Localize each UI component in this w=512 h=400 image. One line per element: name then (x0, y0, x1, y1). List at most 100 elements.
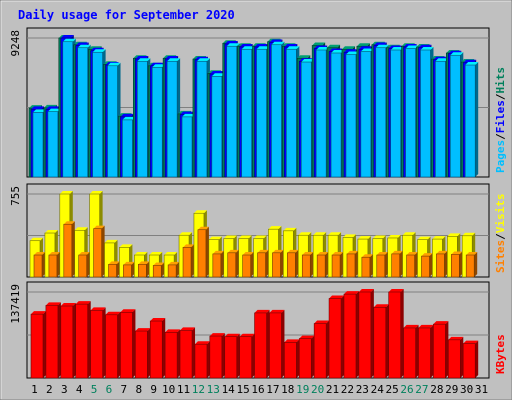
bar-kbytes-day-6-side (117, 311, 121, 378)
bar-pages-day-14-top (226, 43, 240, 47)
bar-sites-day-26-top (406, 252, 418, 256)
bar-kbytes-day-12-top (194, 341, 210, 345)
x-tick-label-day-8: 8 (135, 383, 142, 396)
bar-sites-day-8-side (146, 261, 150, 277)
bar-kbytes-day-3-top (60, 303, 76, 307)
bar-sites-day-9 (152, 265, 162, 278)
bar-visits-day-15-top (238, 235, 252, 239)
bar-pages-day-10 (166, 60, 178, 178)
bar-pages-day-22 (345, 54, 357, 178)
bar-kbytes-day-20-side (326, 320, 330, 378)
bar-kbytes-day-27-side (430, 324, 434, 378)
x-tick-label-day-16: 16 (251, 383, 264, 396)
bar-visits-day-6-top (104, 239, 118, 243)
bar-sites-day-10 (167, 264, 177, 278)
bar-kbytes-day-4-side (87, 301, 91, 378)
bar-visits-day-26-top (402, 232, 416, 236)
bar-sites-day-7-side (131, 261, 135, 277)
bar-files-day-14-top (224, 40, 238, 44)
x-tick-label-day-1: 1 (31, 383, 38, 396)
bar-kbytes-day-21-side (341, 295, 345, 378)
bar-kbytes-day-18-side (296, 339, 300, 378)
bar-visits-day-25-top (387, 234, 401, 238)
bar-pages-day-10-top (167, 58, 181, 62)
bar-sites-day-16-top (257, 249, 269, 253)
bar-files-day-3-top (60, 35, 74, 38)
bar-sites-day-29 (450, 254, 460, 278)
x-tick-label-day-24: 24 (371, 383, 385, 396)
bar-sites-day-4-top (78, 252, 90, 256)
bar-kbytes-day-27 (418, 327, 431, 379)
x-tick-label-day-4: 4 (76, 383, 83, 396)
bar-sites-day-30-top (466, 252, 478, 256)
bar-sites-day-24-top (376, 252, 388, 256)
bar-kbytes-day-12 (194, 343, 208, 379)
x-tick-label-day-10: 10 (162, 383, 175, 396)
bar-kbytes-day-10-top (165, 329, 181, 333)
bar-sites-day-2-top (48, 252, 60, 256)
bar-pages-day-20-top (316, 46, 330, 50)
bar-kbytes-day-22 (343, 293, 357, 379)
bar-sites-day-3-top (63, 221, 75, 225)
bar-pages-day-29 (449, 54, 461, 178)
bar-kbytes-day-23 (358, 291, 372, 379)
bar-kbytes-day-5-side (102, 307, 106, 378)
panel-2-ymax-label: 755 (9, 186, 22, 206)
bar-sites-day-7-top (123, 261, 135, 265)
bar-sites-day-23 (361, 256, 371, 278)
bar-kbytes-day-20 (313, 323, 327, 379)
bar-kbytes-day-11 (179, 330, 193, 379)
x-tick-label-day-5: 5 (91, 383, 98, 396)
bar-sites-day-16 (257, 252, 266, 278)
bar-sites-day-13 (212, 253, 222, 278)
bar-kbytes-day-2-side (57, 302, 61, 378)
bar-pages-day-21 (330, 52, 342, 178)
bar-visits-day-18-top (283, 227, 297, 231)
bar-kbytes-day-17-side (281, 309, 285, 378)
bar-pages-day-9-top (152, 64, 166, 68)
x-tick-label-day-27: 27 (415, 383, 428, 396)
bar-kbytes-day-8 (135, 330, 148, 379)
bar-pages-day-24 (375, 47, 387, 178)
bar-pages-day-7 (122, 119, 133, 178)
bar-pages-day-23 (360, 51, 372, 178)
bar-kbytes-day-15-top (239, 333, 255, 337)
bar-pages-day-18 (286, 48, 297, 178)
bar-kbytes-day-9-side (162, 318, 166, 378)
bar-kbytes-day-7 (120, 311, 133, 379)
bar-visits-day-21-top (328, 232, 342, 236)
bar-sites-day-3 (63, 223, 73, 278)
bar-pages-day-4-top (77, 44, 91, 48)
legend-hits: Hits (494, 67, 507, 94)
bar-kbytes-day-22-top (343, 291, 359, 295)
bar-files-day-30-top (463, 59, 477, 63)
bar-files-day-2-top (45, 106, 59, 110)
bar-sites-day-15 (242, 254, 251, 278)
bar-files-day-7-top (120, 113, 134, 117)
bar-kbytes-day-24-side (385, 304, 389, 378)
bar-kbytes-day-14 (224, 336, 238, 379)
bar-sites-day-26-side (414, 252, 418, 277)
bar-pages-day-5-top (92, 49, 106, 53)
bar-kbytes-day-4-top (75, 301, 91, 305)
bar-pages-day-17 (271, 44, 282, 178)
bar-kbytes-day-7-side (132, 309, 136, 378)
bar-files-day-18-top (284, 43, 298, 47)
bar-sites-day-11-side (191, 244, 195, 277)
bar-files-day-27-top (418, 44, 432, 48)
bar-sites-day-28-side (444, 250, 448, 277)
bar-sites-day-4-side (86, 252, 90, 277)
bar-pages-day-1-top (33, 109, 46, 113)
bar-sites-day-13-top (212, 250, 224, 254)
bar-pages-day-16 (256, 48, 267, 178)
bar-kbytes-day-2-top (45, 302, 61, 306)
bar-kbytes-day-8-top (135, 328, 151, 332)
bar-sites-day-12-side (205, 226, 209, 277)
bar-pages-day-30-top (465, 62, 479, 66)
bar-pages-day-2-top (47, 108, 61, 112)
bar-visits-day-24-top (372, 235, 386, 239)
bar-pages-day-7-top (122, 116, 136, 120)
bar-kbytes-day-26-side (415, 324, 419, 378)
bar-kbytes-day-2 (45, 305, 59, 379)
bar-kbytes-day-9-top (150, 318, 166, 322)
